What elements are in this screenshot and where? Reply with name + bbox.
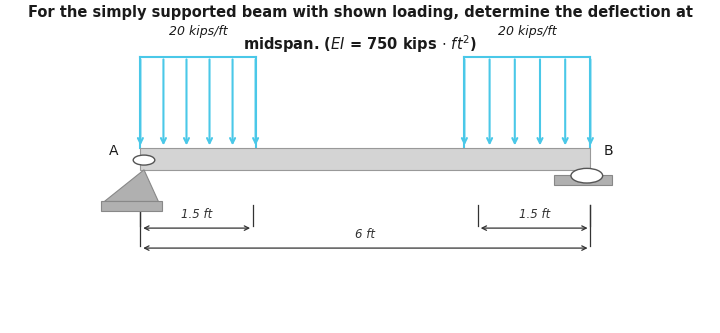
Text: 1.5 ft: 1.5 ft bbox=[181, 208, 212, 221]
Circle shape bbox=[571, 168, 603, 183]
Text: 1.5 ft: 1.5 ft bbox=[518, 208, 550, 221]
FancyBboxPatch shape bbox=[101, 201, 162, 211]
Text: midspan. ($EI$ = 750 kips $\cdot$ $ft^2$): midspan. ($EI$ = 750 kips $\cdot$ $ft^2$… bbox=[243, 33, 477, 55]
FancyBboxPatch shape bbox=[554, 175, 612, 185]
Polygon shape bbox=[104, 170, 158, 201]
Text: 20 kips/ft: 20 kips/ft bbox=[168, 25, 228, 38]
Text: A: A bbox=[109, 145, 119, 159]
Text: 6 ft: 6 ft bbox=[356, 228, 375, 241]
Text: 20 kips/ft: 20 kips/ft bbox=[498, 25, 557, 38]
Text: B: B bbox=[603, 145, 613, 159]
Text: For the simply supported beam with shown loading, determine the deflection at: For the simply supported beam with shown… bbox=[27, 5, 693, 20]
FancyBboxPatch shape bbox=[140, 148, 590, 170]
Circle shape bbox=[133, 155, 155, 165]
